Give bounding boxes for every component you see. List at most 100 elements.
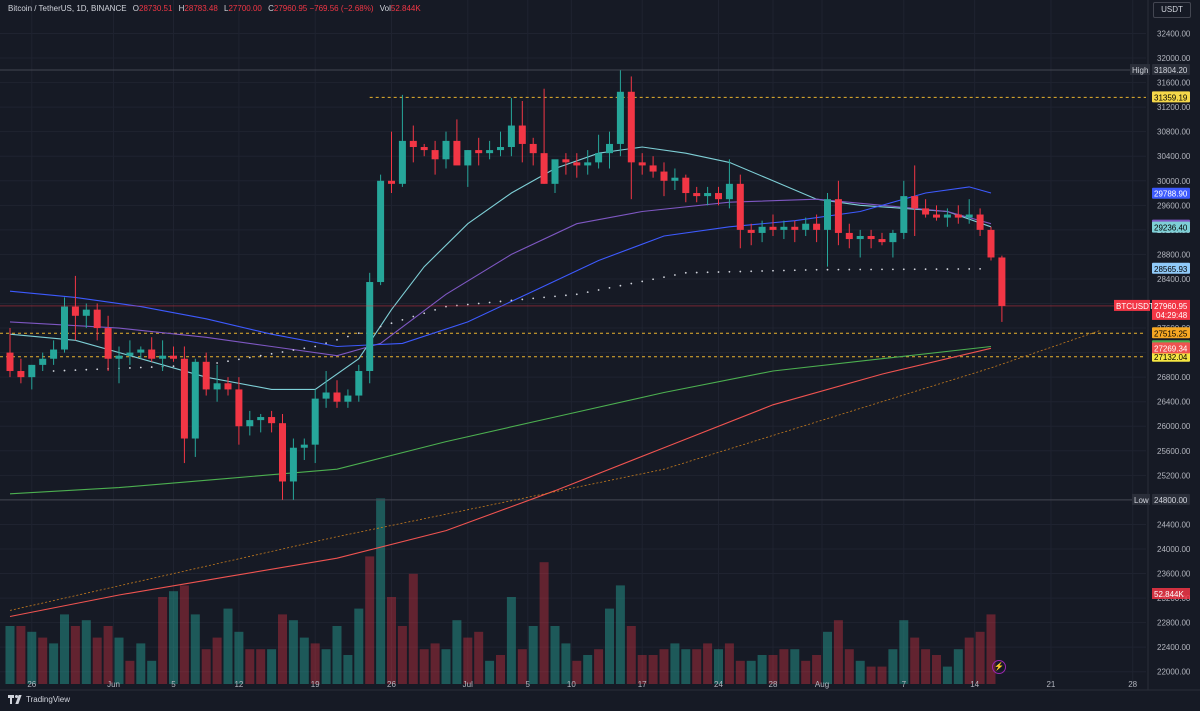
volume-tag bbox=[1152, 588, 1190, 599]
candle-body bbox=[486, 150, 494, 154]
volume-bar bbox=[964, 637, 974, 684]
volume-bar bbox=[288, 620, 298, 684]
indicator-dot bbox=[347, 335, 349, 338]
indicator-dot bbox=[52, 370, 55, 372]
y-tick-label: 31600.00 bbox=[1157, 79, 1191, 88]
candle-body bbox=[911, 196, 919, 209]
indicator-dot bbox=[750, 270, 753, 273]
indicator-dot bbox=[238, 358, 240, 361]
candle-body bbox=[82, 309, 90, 316]
volume-bar bbox=[49, 643, 59, 684]
candle-body bbox=[518, 125, 526, 144]
price-tag bbox=[1152, 350, 1190, 362]
candle-body bbox=[224, 383, 232, 390]
x-tick-label: 5 bbox=[526, 680, 531, 689]
volume-bar bbox=[397, 626, 407, 684]
indicator-dot bbox=[412, 315, 415, 318]
indicator-dot bbox=[739, 270, 742, 273]
lightning-alert-icon[interactable]: ⚡ bbox=[992, 660, 1006, 674]
volume-bar bbox=[332, 626, 342, 684]
indicator-dot bbox=[804, 269, 807, 271]
low-label: L bbox=[224, 4, 229, 13]
symbol-tag bbox=[1114, 299, 1150, 311]
volume-bar bbox=[169, 591, 178, 684]
candle-body bbox=[976, 214, 984, 230]
candle-body bbox=[257, 417, 265, 421]
ma_red-line bbox=[9, 347, 992, 618]
high-value: 28783.48 bbox=[184, 4, 218, 13]
symbol-title: Bitcoin / TetherUS, 1D, BINANCE bbox=[8, 4, 127, 13]
x-tick-label: 5 bbox=[171, 680, 176, 689]
candle-body bbox=[235, 389, 243, 427]
indicator-dot bbox=[848, 268, 851, 271]
volume-bar bbox=[179, 585, 189, 684]
volume-bar bbox=[38, 637, 48, 684]
y-tick-label: 22400.00 bbox=[1157, 643, 1191, 652]
candle-body bbox=[268, 417, 276, 424]
indicator-dot bbox=[935, 268, 938, 271]
indicator-dot bbox=[728, 270, 731, 273]
y-tick-label: 31200.00 bbox=[1157, 103, 1191, 112]
grid-lines bbox=[0, 0, 1146, 684]
x-tick-label: 10 bbox=[567, 680, 576, 689]
indicator-dot bbox=[63, 369, 66, 372]
currency-button[interactable]: USDT bbox=[1153, 2, 1191, 18]
volume-bar bbox=[158, 597, 168, 684]
volume-bar bbox=[823, 631, 832, 684]
candle-body bbox=[126, 352, 134, 356]
indicator-dot bbox=[793, 269, 796, 272]
candle-body bbox=[736, 183, 744, 230]
y-tick-label: 30000.00 bbox=[1157, 177, 1191, 186]
volume-bar bbox=[376, 498, 386, 684]
last-price-value: 27960.95 bbox=[1154, 302, 1188, 311]
volume-bar bbox=[212, 637, 222, 684]
candle-body bbox=[878, 239, 886, 243]
candle-body bbox=[333, 392, 341, 402]
x-tick-label: 19 bbox=[311, 680, 320, 689]
volume-bar bbox=[615, 585, 625, 684]
indicator-dot bbox=[663, 276, 665, 279]
volume-bar bbox=[441, 649, 451, 684]
volume-bar bbox=[975, 631, 985, 684]
indicator-dot bbox=[641, 280, 644, 283]
y-tick-label: 26000.00 bbox=[1157, 422, 1191, 431]
y-tick-label: 22000.00 bbox=[1157, 668, 1191, 677]
price-tag-label: 27269.34 bbox=[1154, 344, 1188, 353]
price-tag bbox=[1152, 221, 1190, 233]
last-price-tag bbox=[1152, 299, 1190, 320]
candle-body bbox=[954, 214, 962, 218]
change-value: −769.56 (−2.68%) bbox=[309, 4, 374, 13]
price-tag-label: 28565.93 bbox=[1154, 265, 1188, 274]
candle-body bbox=[311, 398, 319, 445]
candle-body bbox=[769, 226, 777, 230]
candle-body bbox=[998, 257, 1006, 306]
candle-body bbox=[6, 352, 14, 372]
candle-body bbox=[50, 349, 58, 359]
indicator-dot bbox=[434, 308, 436, 311]
candle-body bbox=[213, 383, 221, 390]
indicator-dot bbox=[575, 293, 578, 296]
x-tick-label: 7 bbox=[902, 680, 907, 689]
candle-body bbox=[420, 147, 428, 151]
volume-bar bbox=[81, 620, 91, 684]
indicator-dot bbox=[510, 299, 513, 302]
candle-body bbox=[355, 371, 363, 396]
price-tag bbox=[1152, 91, 1190, 103]
volume-bar bbox=[855, 660, 865, 684]
candle-body bbox=[104, 328, 112, 359]
candle-body bbox=[922, 208, 930, 215]
open-value: 28730.51 bbox=[139, 4, 173, 13]
x-tick-label: 17 bbox=[638, 680, 647, 689]
candle-body bbox=[627, 91, 635, 163]
volume-bar bbox=[899, 620, 909, 684]
y-tick-label: 24000.00 bbox=[1157, 545, 1191, 554]
x-tick-label: 24 bbox=[714, 680, 723, 689]
candle-body bbox=[453, 140, 461, 166]
volume-bar bbox=[910, 637, 920, 684]
indicator-dot bbox=[706, 271, 709, 274]
volume-bar bbox=[670, 643, 680, 684]
indicator-dot bbox=[881, 268, 883, 271]
indicator-dot bbox=[314, 345, 317, 348]
tradingview-logo[interactable]: TradingView bbox=[8, 695, 70, 704]
